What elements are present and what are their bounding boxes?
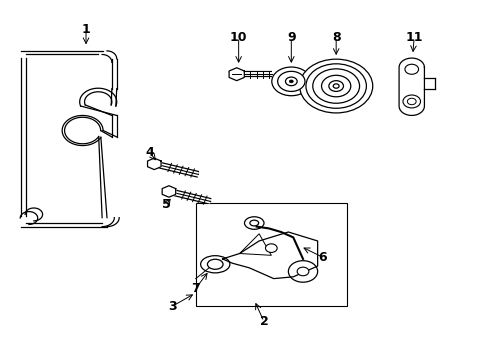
Text: 8: 8	[331, 31, 340, 44]
Polygon shape	[162, 186, 175, 197]
Circle shape	[312, 69, 359, 103]
Circle shape	[277, 71, 305, 91]
Circle shape	[299, 59, 372, 113]
Text: 3: 3	[168, 300, 176, 313]
Circle shape	[288, 261, 317, 282]
Polygon shape	[147, 158, 161, 170]
Text: 5: 5	[162, 198, 170, 211]
Circle shape	[265, 244, 277, 252]
Circle shape	[328, 81, 343, 91]
Circle shape	[321, 75, 350, 97]
Circle shape	[271, 67, 310, 96]
Polygon shape	[398, 58, 424, 116]
Text: 4: 4	[145, 145, 154, 158]
Text: 6: 6	[318, 251, 326, 264]
Circle shape	[404, 64, 418, 74]
Circle shape	[305, 64, 366, 108]
Bar	[195, 203, 346, 306]
Ellipse shape	[244, 217, 264, 229]
Ellipse shape	[200, 256, 229, 273]
Text: 9: 9	[286, 31, 295, 44]
Text: 7: 7	[191, 282, 200, 295]
Text: 11: 11	[405, 31, 422, 44]
Ellipse shape	[249, 220, 258, 226]
Text: 2: 2	[259, 315, 268, 328]
Circle shape	[402, 95, 420, 108]
Circle shape	[289, 80, 293, 83]
Polygon shape	[222, 232, 317, 279]
Text: 10: 10	[229, 31, 247, 44]
Circle shape	[407, 98, 415, 105]
Ellipse shape	[207, 259, 223, 269]
Polygon shape	[229, 68, 244, 81]
Circle shape	[297, 267, 308, 276]
Text: 1: 1	[81, 23, 90, 36]
Circle shape	[285, 77, 297, 86]
Circle shape	[332, 84, 338, 88]
